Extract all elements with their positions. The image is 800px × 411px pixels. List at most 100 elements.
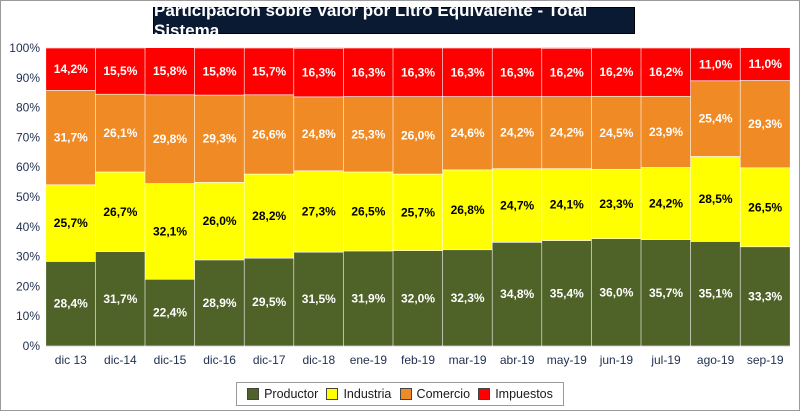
y-tick-label: 100% bbox=[9, 41, 40, 55]
y-tick-label: 90% bbox=[16, 71, 40, 85]
legend-item-impuestos: Impuestos bbox=[478, 387, 553, 401]
bar-segment-comercio bbox=[491, 96, 543, 169]
data-label-productor: 28,4% bbox=[54, 297, 88, 311]
bar-segment-industria bbox=[640, 167, 692, 240]
data-label-productor: 31,9% bbox=[351, 291, 385, 305]
bar-segment-productor bbox=[144, 278, 196, 347]
x-tick-label: dic 13 bbox=[55, 353, 87, 367]
data-label-comercio: 24,6% bbox=[451, 126, 485, 140]
data-label-comercio: 29,3% bbox=[203, 132, 237, 146]
data-label-productor: 31,7% bbox=[103, 292, 137, 306]
data-label-comercio: 29,3% bbox=[748, 117, 782, 131]
x-tick-label: dic-17 bbox=[253, 353, 286, 367]
data-label-impuestos: 16,2% bbox=[649, 65, 683, 79]
bar-segment-productor bbox=[442, 249, 493, 347]
bar-segment-impuestos bbox=[144, 47, 196, 96]
bar-segment-industria bbox=[690, 156, 741, 242]
bar-segment-productor bbox=[194, 259, 245, 347]
bar-segment-impuestos bbox=[640, 47, 692, 97]
data-label-productor: 33,3% bbox=[748, 289, 782, 303]
bar-segment-industria bbox=[243, 173, 295, 259]
bar-segment-impuestos bbox=[243, 47, 295, 96]
data-label-industria: 24,2% bbox=[649, 197, 683, 211]
data-label-industria: 24,1% bbox=[550, 198, 584, 212]
legend-label-impuestos: Impuestos bbox=[495, 387, 553, 401]
data-label-impuestos: 16,2% bbox=[599, 65, 633, 79]
data-label-impuestos: 16,2% bbox=[550, 65, 584, 79]
data-label-productor: 29,5% bbox=[252, 295, 286, 309]
data-label-impuestos: 16,3% bbox=[401, 65, 435, 79]
bar-segment-industria bbox=[194, 182, 245, 261]
data-label-productor: 35,1% bbox=[699, 287, 733, 301]
data-label-comercio: 31,7% bbox=[54, 131, 88, 145]
data-label-productor: 22,4% bbox=[153, 306, 187, 320]
data-label-impuestos: 11,0% bbox=[749, 57, 783, 71]
bar-segment-impuestos bbox=[690, 47, 741, 82]
data-label-impuestos: 16,3% bbox=[302, 66, 336, 80]
x-tick-label: dic-15 bbox=[154, 353, 187, 367]
data-label-impuestos: 11,0% bbox=[699, 57, 733, 71]
chart-title: Participación sobre Valor por Litro Equi… bbox=[153, 1, 635, 40]
data-label-comercio: 25,4% bbox=[699, 112, 733, 126]
x-tick-label: jul-19 bbox=[650, 353, 681, 367]
data-label-comercio: 29,8% bbox=[153, 132, 187, 146]
data-label-impuestos: 15,8% bbox=[153, 64, 187, 78]
y-tick-label: 50% bbox=[16, 190, 40, 204]
legend-swatch-productor bbox=[247, 388, 260, 400]
x-tick-label: dic-16 bbox=[203, 353, 236, 367]
bar-segment-comercio bbox=[144, 94, 196, 184]
bar-segment-comercio bbox=[442, 96, 493, 171]
bar-segment-productor bbox=[95, 251, 146, 347]
data-label-industria: 24,7% bbox=[500, 198, 534, 212]
data-label-productor: 35,4% bbox=[550, 286, 584, 300]
legend-item-comercio: Comercio bbox=[399, 387, 470, 401]
data-label-comercio: 24,5% bbox=[599, 126, 633, 140]
bar-segment-industria bbox=[144, 183, 196, 280]
data-label-industria: 28,2% bbox=[252, 209, 286, 223]
data-label-comercio: 24,2% bbox=[500, 126, 534, 140]
bar-segment-impuestos bbox=[392, 47, 444, 97]
bar-segment-productor bbox=[640, 239, 692, 347]
x-tick-label: mar-19 bbox=[449, 353, 487, 367]
bar-segment-impuestos bbox=[591, 47, 642, 97]
data-label-productor: 32,0% bbox=[401, 291, 435, 305]
data-label-productor: 32,3% bbox=[451, 291, 485, 305]
y-tick-label: 30% bbox=[16, 250, 40, 264]
bar-segment-impuestos bbox=[95, 47, 146, 95]
bar-segment-industria bbox=[739, 167, 791, 248]
bar-segment-comercio bbox=[243, 94, 295, 175]
data-label-industria: 32,1% bbox=[153, 224, 187, 238]
bar-segment-comercio bbox=[690, 80, 741, 157]
bar-segment-industria bbox=[392, 173, 444, 251]
bar-segment-productor bbox=[392, 250, 444, 347]
y-tick-label: 60% bbox=[16, 160, 40, 174]
data-label-comercio: 26,0% bbox=[401, 128, 435, 142]
bar-segment-productor bbox=[243, 257, 295, 347]
y-tick-label: 0% bbox=[23, 339, 41, 353]
x-tick-label: dic-18 bbox=[302, 353, 335, 367]
y-tick-label: 40% bbox=[16, 220, 40, 234]
bar-segment-productor bbox=[541, 240, 593, 347]
y-tick-label: 70% bbox=[16, 130, 40, 144]
x-tick-label: may-19 bbox=[547, 353, 587, 367]
legend-item-productor: Productor bbox=[247, 387, 318, 401]
data-label-industria: 26,5% bbox=[748, 200, 782, 214]
data-label-comercio: 26,1% bbox=[103, 126, 137, 140]
bar-segment-productor bbox=[591, 238, 642, 347]
data-label-impuestos: 15,5% bbox=[103, 64, 137, 78]
y-tick-label: 20% bbox=[16, 279, 40, 293]
legend: Productor Industria Comercio Impuestos bbox=[236, 382, 564, 406]
data-label-impuestos: 15,8% bbox=[203, 65, 237, 79]
bar-segment-comercio bbox=[591, 95, 642, 170]
x-tick-label: feb-19 bbox=[401, 353, 435, 367]
x-tick-label: ago-19 bbox=[697, 353, 735, 367]
data-label-productor: 28,9% bbox=[203, 296, 237, 310]
data-label-productor: 34,8% bbox=[500, 287, 534, 301]
bar-segment-impuestos bbox=[293, 47, 345, 98]
data-label-impuestos: 15,7% bbox=[252, 64, 286, 78]
data-label-comercio: 24,2% bbox=[550, 126, 584, 140]
bar-segment-industria bbox=[45, 184, 97, 262]
bar-segment-comercio bbox=[343, 96, 394, 173]
data-label-impuestos: 16,3% bbox=[451, 65, 485, 79]
